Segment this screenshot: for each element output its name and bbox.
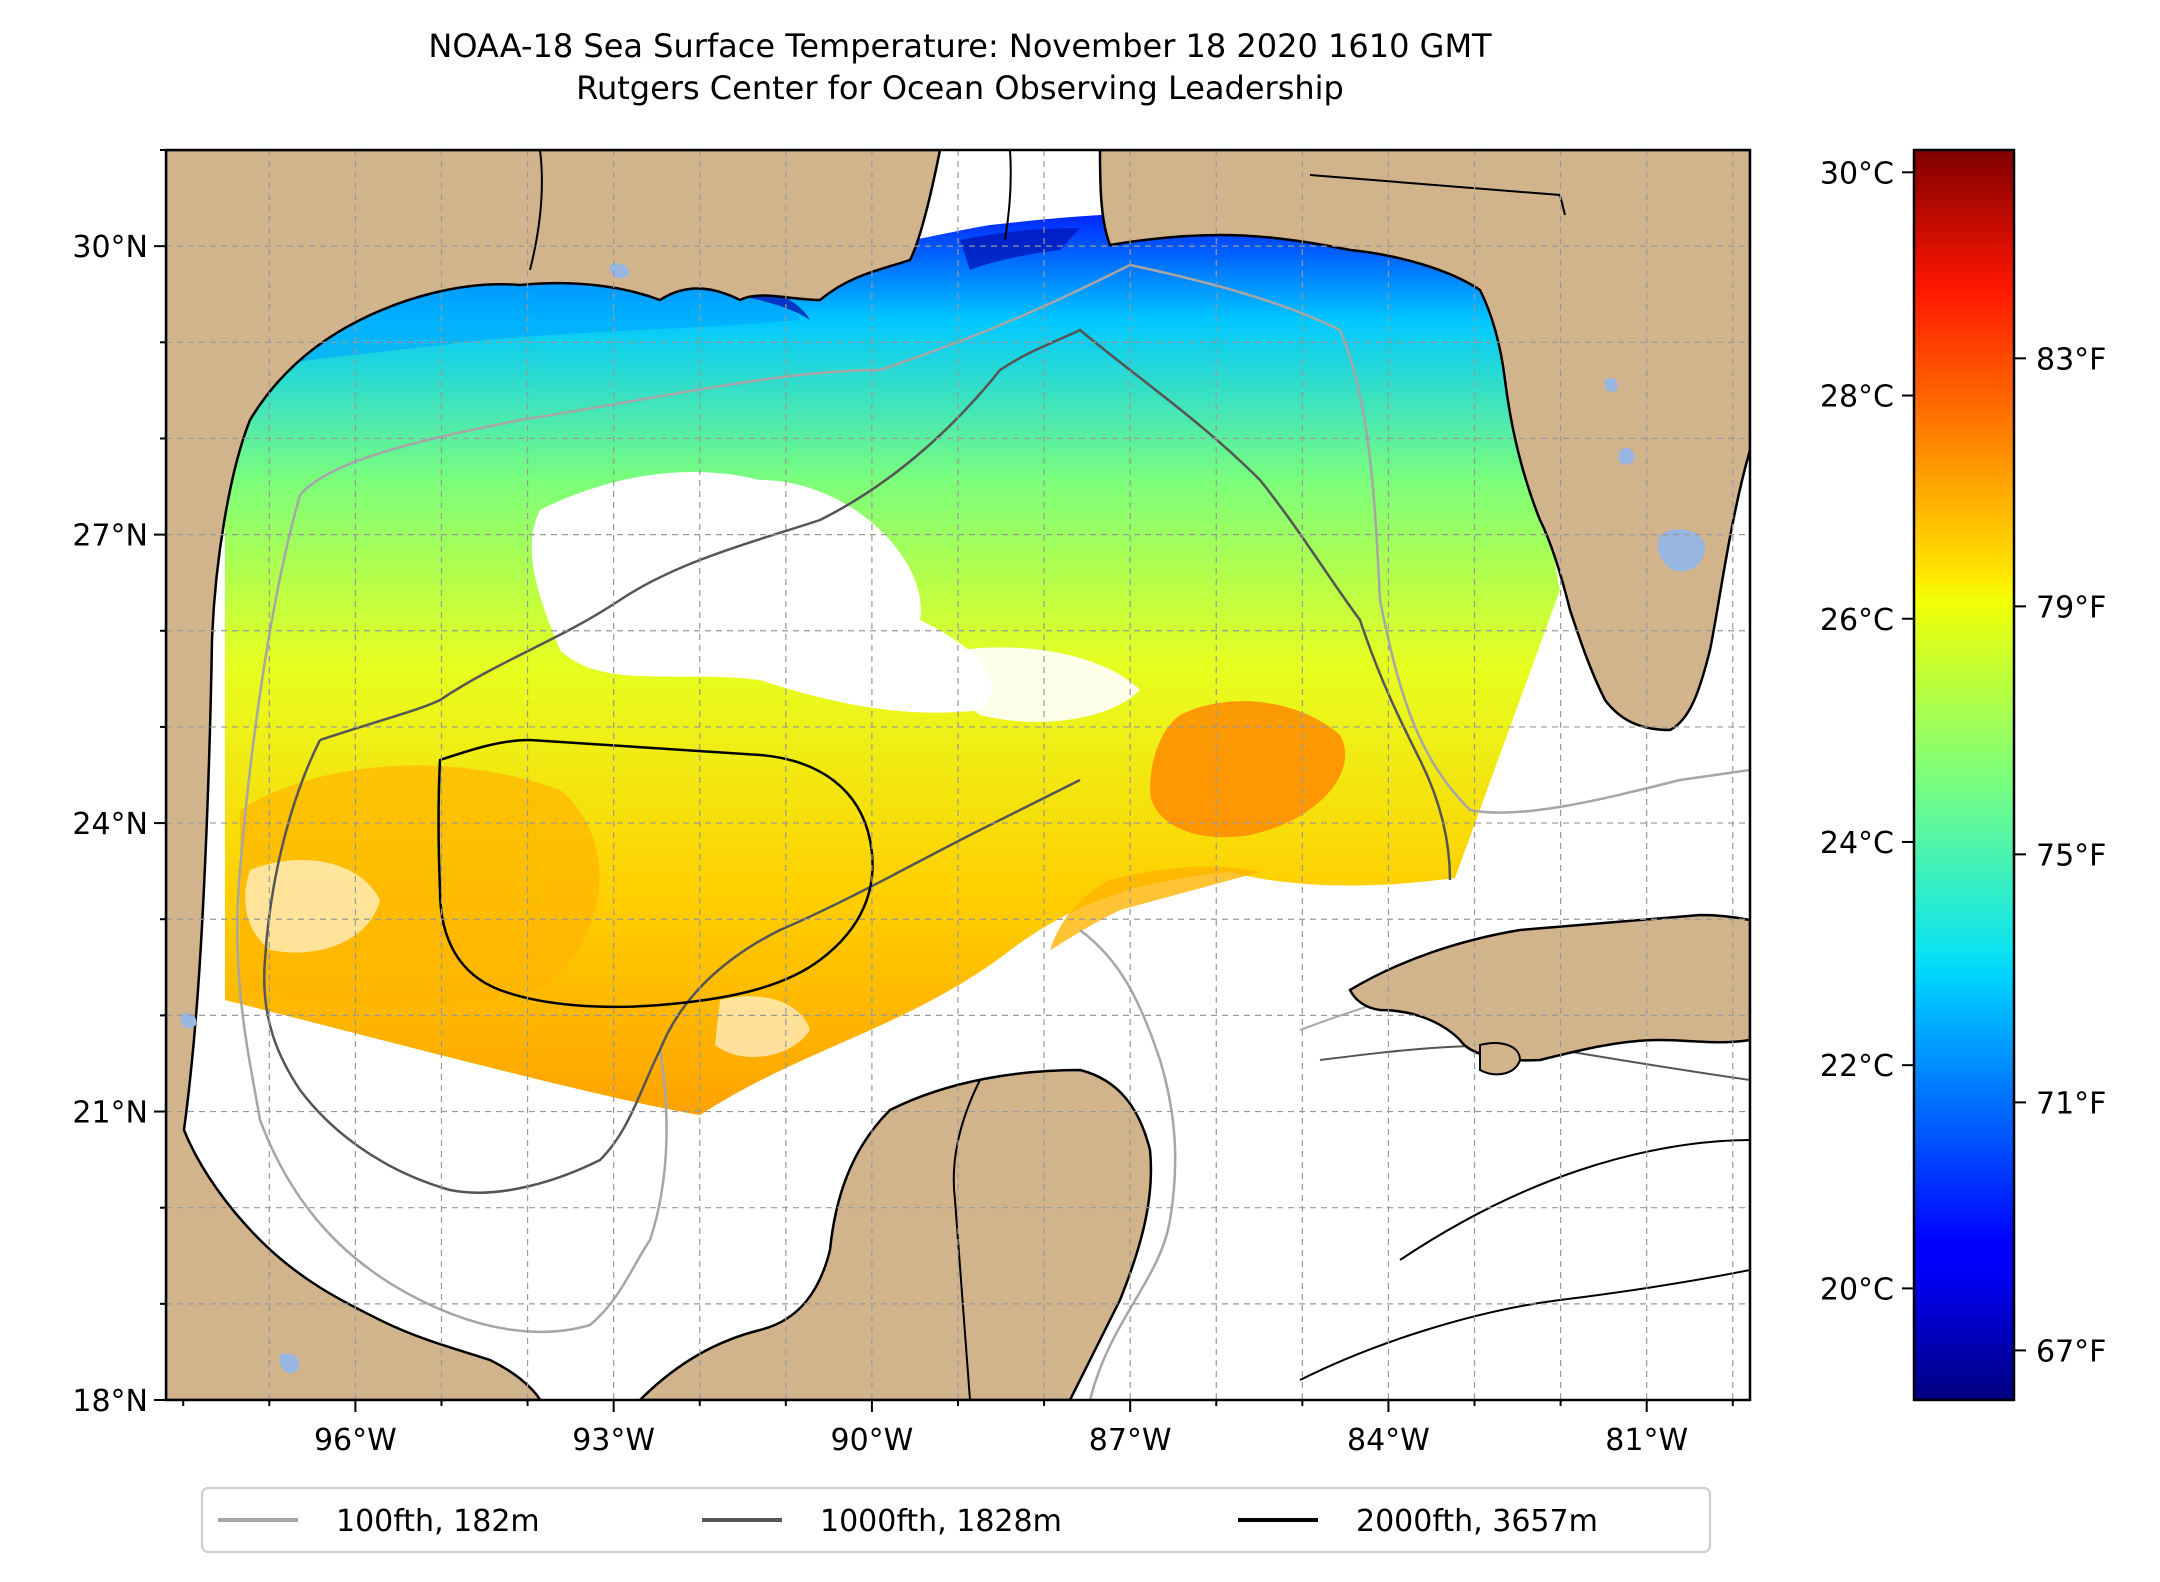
legend-label: 100fth, 182m (336, 1504, 540, 1539)
colorbar-celsius-label: 26°C (1820, 603, 1894, 638)
colorbar-celsius-label: 24°C (1820, 826, 1894, 861)
colorbar-celsius-label: 28°C (1820, 380, 1894, 415)
lake-okeechobee (1657, 529, 1705, 572)
map-panel (166, 150, 1750, 1400)
lat-tick-label: 27°N (72, 519, 148, 554)
colorbar-fahrenheit-ticks: 67°F 71°F 75°F 79°F 83°F (2014, 342, 2106, 1369)
lat-tick-label: 24°N (72, 807, 148, 842)
colorbar-celsius-label: 22°C (1820, 1049, 1894, 1084)
colorbar-celsius-label: 20°C (1820, 1272, 1894, 1307)
legend-box (201, 1487, 1711, 1553)
colorbar-gradient (1914, 150, 2014, 1400)
map-subtitle: Rutgers Center for Ocean Observing Leade… (576, 69, 1344, 107)
lat-tick-label: 21°N (72, 1096, 148, 1131)
land-florida (1098, 150, 1750, 732)
colorbar-fahrenheit-label: 79°F (2036, 590, 2106, 625)
colorbar-celsius-ticks: 20°C 22°C 24°C 26°C 28°C 30°C (1820, 156, 1914, 1307)
contour-2000fth (1399, 1139, 1750, 1261)
colorbar-frame (1912, 148, 2016, 1402)
land-isla-de-la-juventud (1479, 1042, 1522, 1076)
cloud-gap (955, 647, 1140, 722)
lon-tick-label: 81°W (1605, 1423, 1688, 1458)
colorbar: 20°C 22°C 24°C 26°C 28°C 30°C 67°F 71°F 75°F 79°… (1820, 148, 2106, 1402)
contour-2000fth (1299, 1269, 1750, 1381)
legend-label: 2000fth, 3657m (1356, 1504, 1598, 1539)
legend-label: 1000fth, 1828m (820, 1504, 1062, 1539)
lat-tick-label: 18°N (72, 1384, 148, 1419)
land-yucatan (638, 1068, 1153, 1400)
colorbar-fahrenheit-label: 75°F (2036, 838, 2106, 873)
latitude-axis: 18°N 21°N 24°N 27°N 30°N (72, 149, 166, 1419)
sst-warm-strip (1050, 866, 1260, 950)
contour-100fth (1079, 929, 1177, 1400)
lon-tick-label: 96°W (314, 1423, 397, 1458)
sst-warm-eddy (1150, 701, 1346, 838)
land-western-gulf (166, 150, 942, 1400)
map-title: NOAA-18 Sea Surface Temperature: Novembe… (428, 27, 1492, 65)
lon-tick-label: 93°W (572, 1423, 655, 1458)
cloud-gap (531, 471, 992, 713)
contour-2000fth (437, 738, 874, 1009)
contour-100fth (236, 494, 668, 1334)
legend: 100fth, 182m 1000fth, 1828m 2000fth, 3657m (201, 1487, 1711, 1553)
lon-tick-label: 87°W (1089, 1423, 1172, 1458)
country-border (952, 1079, 981, 1400)
sst-cold-northeast (960, 228, 1080, 270)
longitude-axis: 96°W 93°W 90°W 87°W 84°W 81°W (182, 1400, 1734, 1458)
lat-tick-label: 30°N (72, 230, 148, 265)
colorbar-celsius-label: 30°C (1820, 156, 1894, 191)
cloud-gap (245, 860, 380, 953)
contour-100fth (299, 263, 1750, 814)
map-gridlines (166, 150, 1750, 1400)
colorbar-fahrenheit-label: 67°F (2036, 1334, 2106, 1369)
contour-1000fth (263, 739, 1081, 1194)
lon-tick-label: 84°W (1347, 1423, 1430, 1458)
land-cuba (1348, 913, 1750, 1062)
state-border (529, 150, 1566, 271)
lon-tick-label: 90°W (830, 1423, 913, 1458)
contour-1000fth (319, 328, 1452, 881)
colorbar-fahrenheit-label: 71°F (2036, 1086, 2106, 1121)
colorbar-fahrenheit-label: 83°F (2036, 342, 2106, 377)
